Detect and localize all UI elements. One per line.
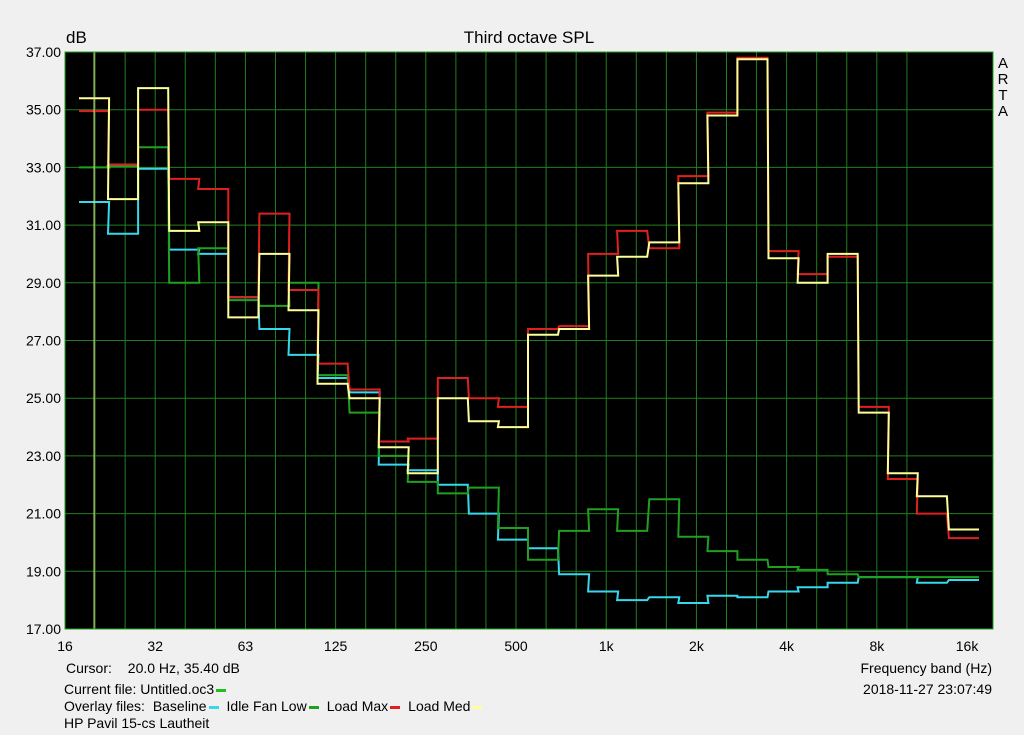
x-tick-label: 250 xyxy=(414,638,438,654)
series-line-load-med xyxy=(79,58,979,531)
chart: 17.00 19.00 21.00 23.00 25.00 27.00 29.00 31.00… xyxy=(26,28,1009,654)
x-tick-label: 32 xyxy=(147,638,163,654)
current-file-swatch xyxy=(216,688,227,692)
series-layer xyxy=(79,56,979,604)
y-tick-label: 37.00 xyxy=(26,44,61,60)
arta-letter: A xyxy=(998,103,1008,120)
timestamp: 2018-11-27 23:07:49 xyxy=(863,681,992,697)
x-tick-label: 16k xyxy=(956,638,980,654)
cursor-value: 20.0 Hz, 35.40 dB xyxy=(127,660,240,676)
legend-item-label: Load Max xyxy=(326,698,389,714)
x-tick-label: 4k xyxy=(779,638,795,654)
arta-letter: R xyxy=(998,71,1009,88)
legend-item-label: Baseline xyxy=(152,698,207,714)
cursor-readout: Cursor: 20.0 Hz, 35.40 dB xyxy=(66,659,240,677)
x-tick-label: 125 xyxy=(324,638,348,654)
arta-letter: T xyxy=(998,87,1007,104)
y-tick-label: 27.00 xyxy=(26,333,61,349)
legend-item-label: Idle Fan Low xyxy=(226,698,307,714)
legend-swatch xyxy=(208,705,219,709)
y-tick-label: 21.00 xyxy=(26,506,61,522)
legend-swatch xyxy=(472,705,483,709)
y-tick-label: 19.00 xyxy=(26,563,61,579)
plot-frame xyxy=(64,51,994,630)
y-tick-label: 29.00 xyxy=(26,275,61,291)
x-tick-label: 1k xyxy=(599,638,615,654)
x-tick-label: 500 xyxy=(504,638,528,654)
chart-title: Third octave SPL xyxy=(464,28,594,47)
y-tick-label: 31.00 xyxy=(26,217,61,233)
overlay-files: Overlay files: Baseline Idle Fan Low Load … xyxy=(64,697,486,715)
legend-swatch xyxy=(308,705,319,709)
overlay-label: Overlay files: xyxy=(64,698,145,714)
x-tick-label: 63 xyxy=(238,638,254,654)
y-tick-label: 33.00 xyxy=(26,159,61,175)
arta-letter: A xyxy=(998,55,1008,72)
current-file: Current file: Untitled.oc3 xyxy=(64,680,230,698)
x-tick-label: 16 xyxy=(57,638,73,654)
y-tick-label: 25.00 xyxy=(26,390,61,406)
y-tick-label: 35.00 xyxy=(26,102,61,118)
y-axis-label: dB xyxy=(66,28,87,47)
current-file-label: Current file: Untitled.oc3 xyxy=(64,681,215,697)
y-tick-label: 17.00 xyxy=(26,621,61,637)
x-tick-label: 8k xyxy=(869,638,885,654)
legend-swatch xyxy=(390,705,401,709)
cursor-label: Cursor: xyxy=(66,660,112,676)
x-tick-label: 2k xyxy=(689,638,705,654)
y-tick-label: 23.00 xyxy=(26,448,61,464)
x-tick-labels: 16 32 63 125 250 500 1k 2k 4k 8k 16k xyxy=(57,638,979,654)
y-tick-labels: 17.00 19.00 21.00 23.00 25.00 27.00 29.00 31.00… xyxy=(26,44,61,637)
legend-item-label: Load Med xyxy=(408,698,471,714)
x-axis-label: Frequency band (Hz) xyxy=(860,660,992,676)
file-note: HP Pavil 15-cs Lautheit xyxy=(64,715,210,731)
